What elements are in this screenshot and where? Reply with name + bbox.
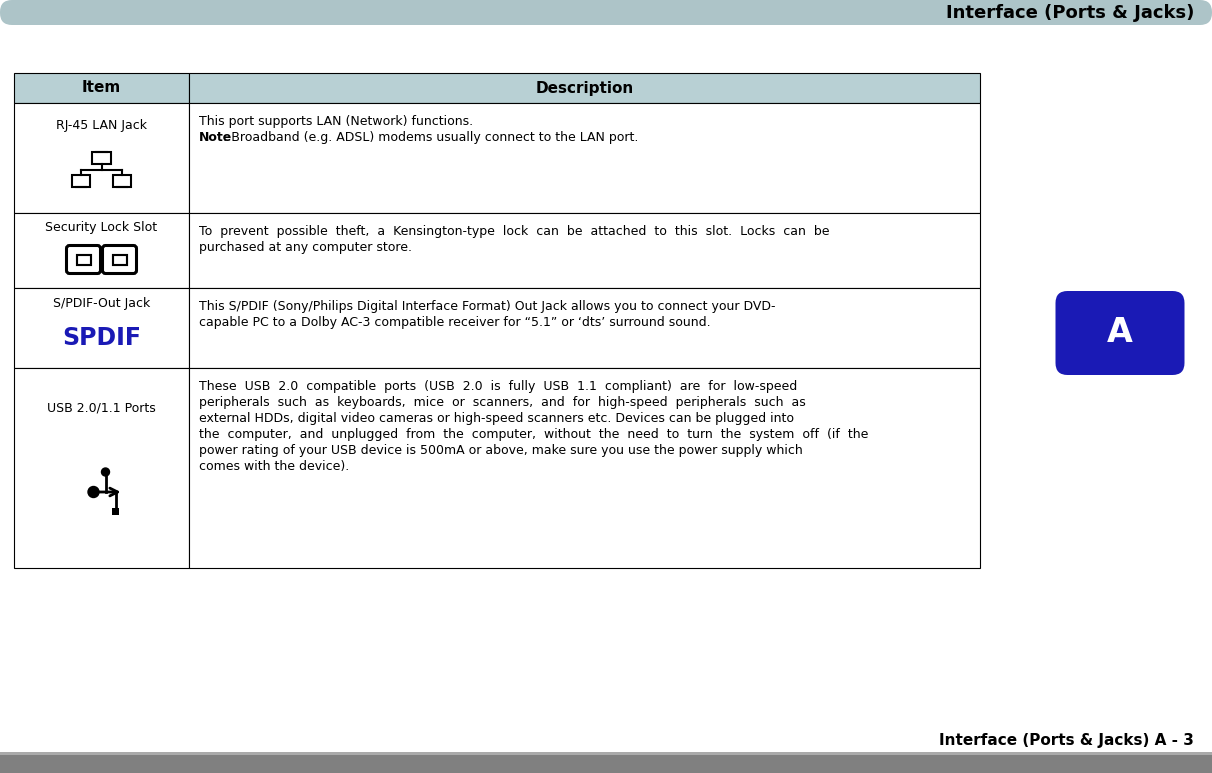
Text: Security Lock Slot: Security Lock Slot	[45, 222, 158, 234]
FancyBboxPatch shape	[0, 0, 1212, 25]
Text: A: A	[1107, 316, 1133, 349]
Bar	[76, 254, 91, 264]
Bar	[112, 508, 119, 515]
Circle shape	[88, 486, 99, 498]
Text: RJ-45 LAN Jack: RJ-45 LAN Jack	[56, 118, 147, 131]
Text: Item: Item	[82, 80, 121, 96]
Bar	[0, 755, 1212, 773]
Text: the  computer,  and  unplugged  from  the  computer,  without  the  need  to  tu: the computer, and unplugged from the com…	[199, 428, 868, 441]
Text: S/PDIF-Out Jack: S/PDIF-Out Jack	[53, 298, 150, 311]
Text: Interface (Ports & Jacks): Interface (Ports & Jacks)	[945, 4, 1194, 22]
Bar	[113, 175, 131, 187]
Bar	[0, 752, 1212, 755]
Text: To  prevent  possible  theft,  a  Kensington-type  lock  can  be  attached  to  : To prevent possible theft, a Kensington-…	[199, 225, 829, 238]
Text: Interface (Ports & Jacks) A - 3: Interface (Ports & Jacks) A - 3	[939, 734, 1194, 748]
Bar	[113, 254, 126, 264]
Bar	[15, 103, 189, 213]
Bar	[189, 73, 981, 103]
Text: external HDDs, digital video cameras or high-speed scanners etc. Devices can be : external HDDs, digital video cameras or …	[199, 412, 794, 425]
Text: purchased at any computer store.: purchased at any computer store.	[199, 241, 412, 254]
FancyBboxPatch shape	[1056, 291, 1184, 375]
Text: These  USB  2.0  compatible  ports  (USB  2.0  is  fully  USB  1.1  compliant)  : These USB 2.0 compatible ports (USB 2.0 …	[199, 380, 797, 393]
Bar	[72, 175, 91, 187]
Bar	[189, 103, 981, 213]
Text: SPDIF: SPDIF	[62, 325, 141, 349]
Bar	[15, 288, 189, 368]
Bar	[189, 288, 981, 368]
Text: peripherals  such  as  keyboards,  mice  or  scanners,  and  for  high-speed  pe: peripherals such as keyboards, mice or s…	[199, 396, 806, 409]
Bar	[15, 368, 189, 568]
Bar	[15, 73, 189, 103]
Bar	[15, 213, 189, 288]
Text: USB 2.0/1.1 Ports: USB 2.0/1.1 Ports	[47, 401, 156, 414]
Circle shape	[102, 468, 109, 476]
Text: capable PC to a Dolby AC-3 compatible receiver for “5.1” or ‘dts’ surround sound: capable PC to a Dolby AC-3 compatible re…	[199, 316, 710, 329]
Bar	[189, 368, 981, 568]
Text: Note: Note	[199, 131, 233, 144]
Text: comes with the device).: comes with the device).	[199, 460, 349, 473]
Bar	[189, 213, 981, 288]
Text: : Broadband (e.g. ADSL) modems usually connect to the LAN port.: : Broadband (e.g. ADSL) modems usually c…	[223, 131, 639, 144]
Bar	[113, 254, 126, 264]
Bar	[92, 152, 110, 165]
Bar	[76, 254, 91, 264]
Text: This S/PDIF (Sony/Philips Digital Interface Format) Out Jack allows you to conne: This S/PDIF (Sony/Philips Digital Interf…	[199, 300, 776, 313]
Text: Description: Description	[536, 80, 634, 96]
Text: power rating of your USB device is 500mA or above, make sure you use the power s: power rating of your USB device is 500mA…	[199, 444, 802, 457]
Text: This port supports LAN (Network) functions.: This port supports LAN (Network) functio…	[199, 115, 473, 128]
